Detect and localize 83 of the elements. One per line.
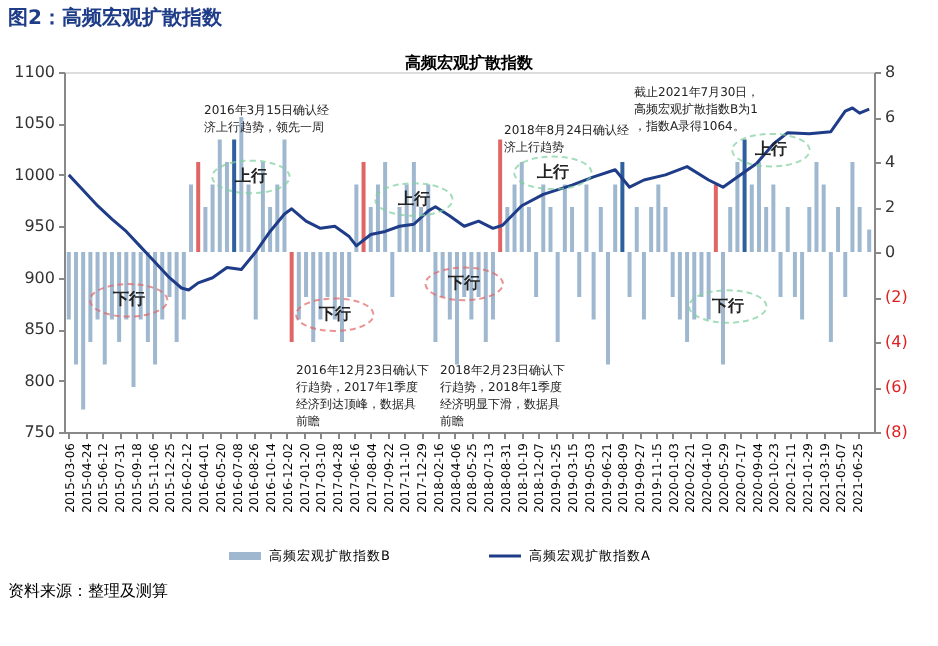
bar xyxy=(828,252,833,342)
bar xyxy=(656,184,661,252)
bar xyxy=(627,252,632,297)
bar xyxy=(713,184,718,252)
bar xyxy=(821,184,826,252)
bar xyxy=(867,229,872,252)
bar xyxy=(81,252,86,410)
bar xyxy=(311,252,316,342)
bar xyxy=(663,207,668,252)
bar xyxy=(685,252,690,342)
bar xyxy=(282,139,287,252)
bar xyxy=(591,252,596,320)
bar xyxy=(598,207,603,252)
bar xyxy=(814,162,819,252)
y2-tick-label: 0 xyxy=(885,243,896,261)
bar xyxy=(634,207,639,252)
bar xyxy=(735,162,740,252)
bar xyxy=(555,252,560,342)
y2-tick-label: (6) xyxy=(885,378,908,396)
annotation: 下行 xyxy=(110,290,145,309)
y-tick-label: 1000 xyxy=(14,165,55,184)
y2-tick-label: 2 xyxy=(885,198,896,216)
y-tick-label: 850 xyxy=(24,320,55,339)
bar xyxy=(843,252,848,297)
bar xyxy=(641,252,646,320)
y-tick-label: 750 xyxy=(24,423,55,441)
bar xyxy=(102,252,107,365)
y-tick-label: 1100 xyxy=(14,63,55,81)
annotation: 上行 xyxy=(395,189,430,208)
bar xyxy=(519,162,524,252)
bar xyxy=(174,252,179,342)
bar xyxy=(196,162,201,252)
chart-subtitle: 高频宏观扩散指数 xyxy=(405,52,535,72)
bar xyxy=(390,252,395,297)
chart-title: 图2：高频宏观扩散指数 xyxy=(8,6,224,30)
bar xyxy=(361,162,366,252)
bar xyxy=(232,139,237,252)
bar xyxy=(203,207,208,252)
y2-tick-label: (8) xyxy=(885,423,908,441)
bar xyxy=(742,139,747,252)
bar xyxy=(562,184,567,252)
bar xyxy=(189,184,194,252)
bar xyxy=(836,207,841,252)
bar xyxy=(857,207,862,252)
y2-tick-label: (4) xyxy=(885,333,908,351)
line-series xyxy=(67,106,871,292)
bar xyxy=(771,184,776,252)
annotation: 上行 xyxy=(534,162,569,181)
bar xyxy=(296,252,301,320)
bar xyxy=(246,184,251,252)
bar xyxy=(433,252,438,342)
bar xyxy=(534,252,539,297)
y2-tick-label: 4 xyxy=(885,153,896,171)
y-tick-label: 800 xyxy=(24,371,55,390)
bar xyxy=(756,162,761,252)
bar xyxy=(505,207,510,252)
bar xyxy=(613,184,618,252)
y2-tick-label: 8 xyxy=(885,63,896,81)
bar xyxy=(577,252,582,297)
bar xyxy=(217,139,222,252)
bar xyxy=(483,252,488,342)
bar xyxy=(253,252,258,320)
bar xyxy=(620,162,625,252)
bar xyxy=(778,252,783,297)
bar xyxy=(584,184,589,252)
bar xyxy=(785,207,790,252)
y2-tick-label: (2) xyxy=(885,288,908,306)
y2-tick-label: 6 xyxy=(885,108,896,126)
y-tick-label: 950 xyxy=(24,217,55,236)
bar xyxy=(354,184,359,252)
bar xyxy=(800,252,805,320)
bar xyxy=(541,184,546,252)
text: 资料来源：整理及测算 xyxy=(8,582,168,600)
bar xyxy=(153,252,158,365)
y-tick-label: 900 xyxy=(24,268,55,287)
bar xyxy=(706,252,711,320)
bar xyxy=(498,139,503,252)
annotation: 下行 xyxy=(316,304,351,323)
bar xyxy=(383,162,388,252)
bar xyxy=(850,162,855,252)
y-tick-label: 1050 xyxy=(14,114,55,133)
annotation: 下行 xyxy=(709,296,744,315)
bar xyxy=(605,252,610,365)
